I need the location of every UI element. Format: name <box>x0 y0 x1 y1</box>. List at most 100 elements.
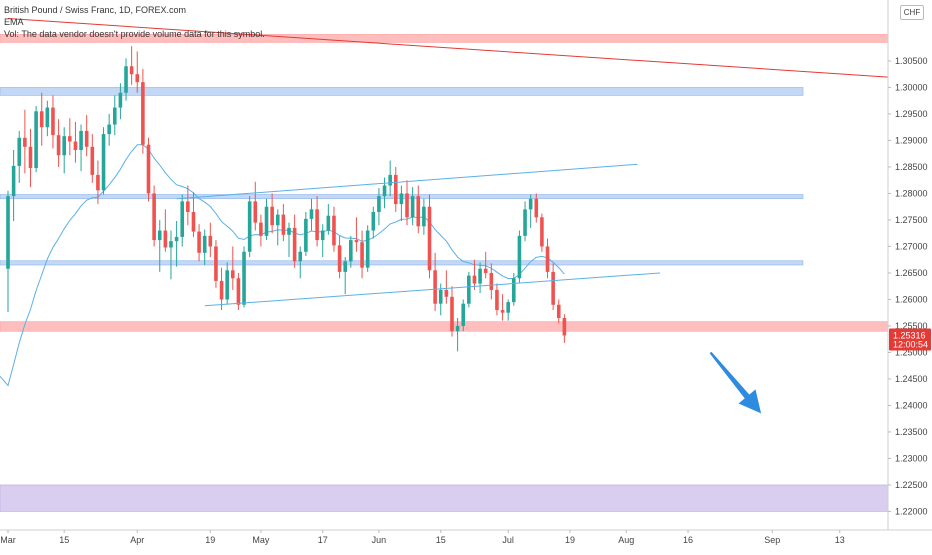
candle-body <box>393 174 398 205</box>
candle-body <box>17 137 22 166</box>
candle <box>467 271 471 308</box>
trendline-blue <box>176 163 638 200</box>
y-tick-label: 1.29000 <box>895 135 928 145</box>
candle-body <box>45 107 50 128</box>
candle <box>551 263 555 311</box>
candle-body <box>320 230 325 241</box>
candle-body <box>444 289 449 297</box>
candle <box>186 185 190 226</box>
candle-body <box>506 302 510 313</box>
candle <box>28 128 33 188</box>
candle-body <box>219 280 224 300</box>
candle-body <box>275 214 280 226</box>
y-tick-label: 1.28000 <box>895 188 928 198</box>
candle-body <box>112 107 117 125</box>
x-tick-label: 17 <box>318 535 328 545</box>
currency-label[interactable]: CHF <box>900 5 924 20</box>
candle-body <box>79 130 83 150</box>
candle-body <box>157 230 162 241</box>
candle-body <box>68 136 72 142</box>
candle-body <box>540 217 544 247</box>
candle <box>562 314 567 343</box>
x-tick-label: 13 <box>835 535 845 545</box>
candle-body <box>528 198 533 210</box>
candle <box>202 229 207 265</box>
candle <box>56 119 61 167</box>
candle-body <box>231 270 235 279</box>
candle-body <box>405 193 409 218</box>
candle-body <box>84 130 89 147</box>
candle <box>146 137 151 202</box>
candle <box>523 201 527 242</box>
candle-body <box>253 201 258 223</box>
candle <box>17 130 22 183</box>
candle-body <box>118 92 123 108</box>
x-tick-label: 19 <box>565 535 575 545</box>
candle-body <box>214 246 218 281</box>
candle-body <box>152 193 156 241</box>
candle-body <box>90 146 95 175</box>
candle-body <box>236 278 241 305</box>
candle-body <box>523 209 527 236</box>
candle-body <box>427 206 432 271</box>
candle-body <box>124 66 128 93</box>
candle <box>259 214 263 247</box>
zones-layer <box>0 34 889 512</box>
candle-body <box>349 240 353 262</box>
candle <box>270 193 274 234</box>
candle <box>500 294 505 321</box>
candle <box>461 299 466 332</box>
candle-body <box>197 231 201 253</box>
candle-body <box>135 74 140 83</box>
candle <box>62 127 66 174</box>
ema-indicator-label[interactable]: EMA <box>4 17 24 27</box>
price-axis-bg <box>888 0 932 550</box>
candle <box>264 198 269 241</box>
candle-body <box>242 251 246 305</box>
volume-note: Vol: The data vendor doesn't provide vol… <box>4 29 265 39</box>
trendline-blue <box>204 272 660 307</box>
candle <box>304 212 308 256</box>
candle <box>545 238 550 279</box>
last-price-tag <box>889 328 931 351</box>
y-tick-label: 1.29500 <box>895 109 928 119</box>
candle-body <box>365 230 370 268</box>
zone-purple <box>0 484 889 512</box>
candle <box>517 230 522 283</box>
candle <box>349 235 353 268</box>
candle <box>84 115 89 157</box>
candle-body <box>101 134 106 191</box>
candle <box>405 180 409 226</box>
candle <box>444 270 449 304</box>
candle-body <box>34 111 38 169</box>
candle <box>388 160 392 197</box>
candle-body <box>208 235 213 247</box>
candle-body <box>309 209 314 219</box>
zone-blue <box>0 87 804 96</box>
candle-body <box>292 227 297 262</box>
y-tick-label: 1.23500 <box>895 427 928 437</box>
x-tick-label: Jul <box>502 535 514 545</box>
bar-countdown: 12:00:54 <box>893 339 928 349</box>
candle-body <box>315 209 319 241</box>
candle <box>275 209 280 246</box>
chart-legend: British Pound / Swiss Franc, 1D, FOREX.c… <box>4 4 265 40</box>
candle-body <box>96 174 100 191</box>
candle <box>382 177 387 209</box>
candle-body <box>28 146 33 169</box>
candle <box>506 299 510 321</box>
candle-body <box>129 66 134 75</box>
candle-body <box>455 325 460 332</box>
candle-body <box>500 310 505 313</box>
candle-body <box>73 141 78 150</box>
symbol-title[interactable]: British Pound / Swiss Franc, 1D, FOREX.c… <box>4 5 187 15</box>
candle <box>242 246 246 308</box>
candle-body <box>483 268 488 273</box>
x-tick-label: Sep <box>764 535 780 545</box>
candle-body <box>11 165 16 197</box>
y-tick-label: 1.24000 <box>895 400 928 410</box>
candle-body <box>489 272 494 290</box>
candle-body <box>141 82 145 145</box>
